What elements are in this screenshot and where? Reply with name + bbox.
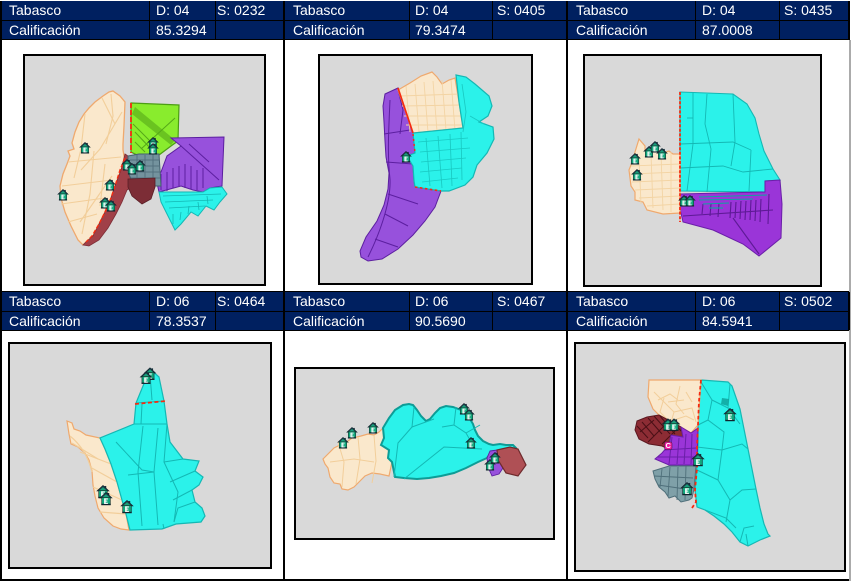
svg-text:C: C — [665, 441, 671, 450]
